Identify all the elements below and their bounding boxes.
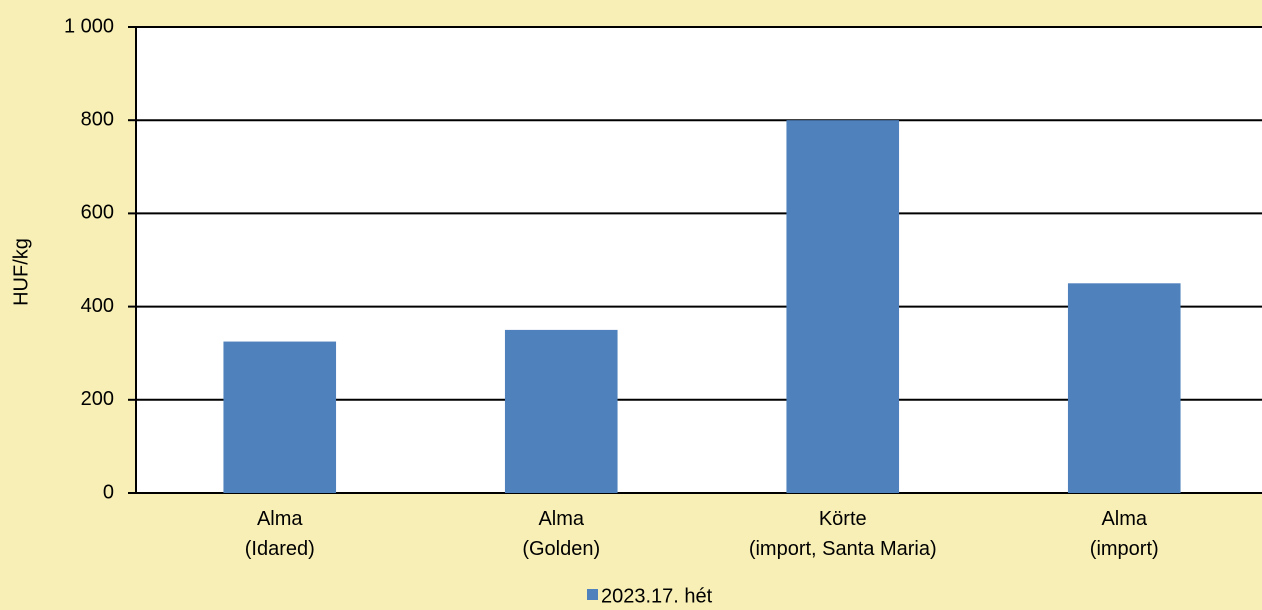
- x-tick-label: Körte (import, Santa Maria): [749, 508, 937, 560]
- x-tick-label-line: (import): [1090, 538, 1159, 560]
- bar: [1067, 283, 1181, 493]
- x-tick-label: Alma (Idared): [245, 508, 315, 560]
- y-tick-label: 800: [81, 108, 114, 130]
- legend-label: 2023.17. hét: [601, 585, 713, 607]
- y-tick-label: 1 000: [64, 15, 114, 37]
- x-tick-label-line: (Idared): [245, 538, 315, 560]
- x-tick-label-line: Alma: [257, 508, 303, 530]
- bar: [786, 120, 900, 493]
- x-tick-label-line: (Golden): [522, 538, 600, 560]
- x-tick-label: Alma (import): [1090, 508, 1159, 560]
- y-tick-label: 200: [81, 388, 114, 410]
- bar: [504, 329, 618, 493]
- y-axis-label: HUF/kg: [10, 238, 32, 306]
- x-tick-label: Alma (Golden): [522, 508, 600, 560]
- x-tick-label-line: Alma: [1101, 508, 1147, 530]
- legend-swatch: [587, 589, 598, 600]
- y-tick-label: 600: [81, 202, 114, 224]
- x-tick-label-line: Alma: [538, 508, 584, 530]
- x-tick-label-line: Körte: [819, 508, 867, 530]
- y-tick-label: 400: [81, 295, 114, 317]
- x-tick-label-line: (import, Santa Maria): [749, 538, 937, 560]
- y-tick-label: 0: [103, 481, 114, 503]
- bar: [223, 341, 337, 493]
